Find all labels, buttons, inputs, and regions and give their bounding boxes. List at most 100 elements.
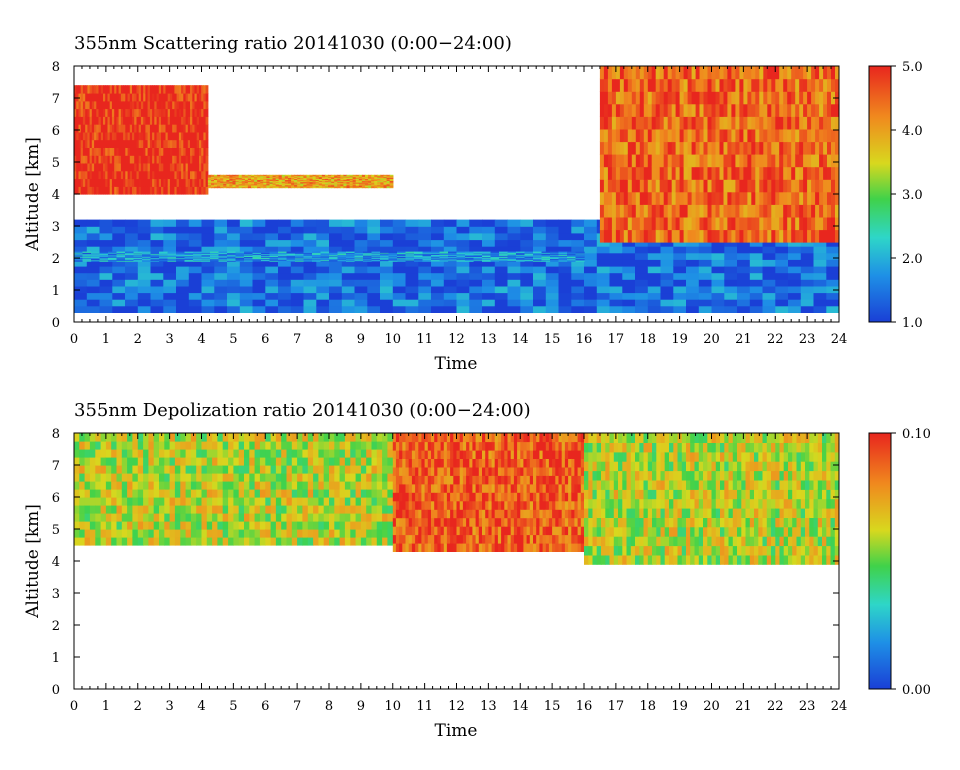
heatmap-cell [303, 251, 313, 253]
heatmap-cell [767, 179, 772, 193]
heatmap-cell [788, 272, 802, 280]
heatmap-cell [686, 305, 700, 313]
heatmap-cell [303, 186, 308, 189]
heatmap-cell [286, 259, 296, 262]
heatmap-cell [647, 154, 653, 168]
heatmap-cell [132, 473, 139, 482]
heatmap-cell [99, 260, 109, 262]
heatmap-cell [443, 272, 458, 280]
heatmap-cell [270, 513, 277, 522]
heatmap-cell [727, 204, 732, 218]
heatmap-cell [737, 259, 751, 267]
heatmap-cell [607, 216, 613, 231]
heatmap-cell [252, 253, 262, 255]
heatmap-cell [386, 177, 391, 179]
heatmap-cell [558, 259, 568, 262]
heatmap-cell [217, 521, 224, 530]
heatmap-cell [188, 219, 203, 227]
heatmap-cell [352, 186, 357, 189]
heatmap-cell [265, 266, 279, 274]
heatmap-cell [99, 253, 109, 255]
heatmap-cell [190, 178, 193, 187]
heatmap-cell [223, 180, 227, 182]
heatmap-cell [74, 521, 80, 530]
heatmap-cell [212, 449, 218, 458]
heatmap-cell [176, 256, 186, 258]
heatmap-cell [318, 182, 323, 184]
heatmap-cell [159, 481, 165, 490]
heatmap-cell [163, 162, 167, 172]
heatmap-cell [210, 260, 220, 262]
heatmap-cell [482, 266, 496, 274]
heatmap-cell [803, 166, 808, 180]
y-tick-label: 7 [52, 92, 60, 107]
heatmap-cell [473, 256, 483, 258]
heatmap-cell [278, 299, 292, 307]
heatmap-cell [259, 505, 266, 514]
heatmap-cell [380, 174, 385, 177]
heatmap-cell [105, 529, 112, 538]
heatmap-cell [389, 179, 394, 181]
heatmap-cell [228, 441, 234, 450]
heatmap-cell [655, 154, 661, 168]
heatmap-cell [134, 131, 137, 141]
heatmap-cell [609, 285, 623, 294]
heatmap-cell [99, 305, 113, 313]
heatmap-cell [76, 162, 79, 172]
heatmap-cell [118, 116, 122, 125]
heatmap-cell [278, 183, 283, 185]
heatmap-cell [260, 184, 264, 187]
heatmap-cell [174, 481, 181, 490]
heatmap-cell [161, 108, 164, 117]
heatmap-cell [107, 186, 111, 195]
heatmap-cell [575, 255, 585, 257]
heatmap-cell [111, 473, 118, 482]
heatmap-cell [178, 139, 182, 148]
heatmap-cell [254, 176, 258, 179]
heatmap-cell [473, 259, 483, 262]
heatmap-cell [507, 219, 521, 227]
heatmap-cell [749, 252, 764, 260]
heatmap-cell [622, 252, 636, 260]
heatmap-cell [482, 305, 496, 313]
heatmap-cell [79, 505, 86, 514]
heatmap-cell [185, 433, 192, 442]
heatmap-cell [826, 239, 839, 247]
heatmap-cell [107, 155, 111, 164]
heatmap-cell [775, 285, 789, 294]
heatmap-cell [759, 179, 764, 193]
heatmap-cell [331, 183, 335, 186]
heatmap-cell [303, 292, 317, 300]
heatmap-cell [541, 259, 551, 262]
heatmap-cell [635, 229, 641, 243]
heatmap-cell [388, 255, 398, 257]
heatmap-cell [431, 246, 445, 254]
heatmap-cell [541, 253, 551, 255]
heatmap-cell [185, 124, 189, 133]
heatmap-cell [161, 124, 164, 133]
heatmap-cell [187, 147, 191, 156]
heatmap-cell [105, 178, 108, 187]
heatmap-cell [659, 103, 665, 117]
heatmap-cell [228, 457, 234, 466]
chart-title-scattering: 355nm Scattering ratio 20141030 (0:00−24… [74, 33, 512, 54]
heatmap-cell [711, 239, 725, 247]
heatmap-cell [203, 162, 207, 172]
heatmap-cell [309, 183, 314, 186]
heatmap-cell [290, 246, 305, 254]
heatmap-cell [340, 176, 345, 179]
heatmap-cell [247, 175, 252, 178]
heatmap-cell [169, 457, 176, 466]
heatmap-cell [111, 529, 118, 538]
heatmap-cell [281, 180, 286, 182]
heatmap-cell [380, 179, 385, 181]
heatmap-cell [346, 253, 356, 255]
heatmap-cell [272, 177, 277, 179]
heatmap-cell [609, 292, 623, 300]
heatmap-cell [571, 246, 585, 254]
heatmap-cell [303, 181, 308, 183]
heatmap-cell [803, 191, 808, 205]
heatmap-cell [217, 537, 224, 546]
heatmap-cell [284, 182, 289, 184]
heatmap-cell [371, 253, 381, 255]
